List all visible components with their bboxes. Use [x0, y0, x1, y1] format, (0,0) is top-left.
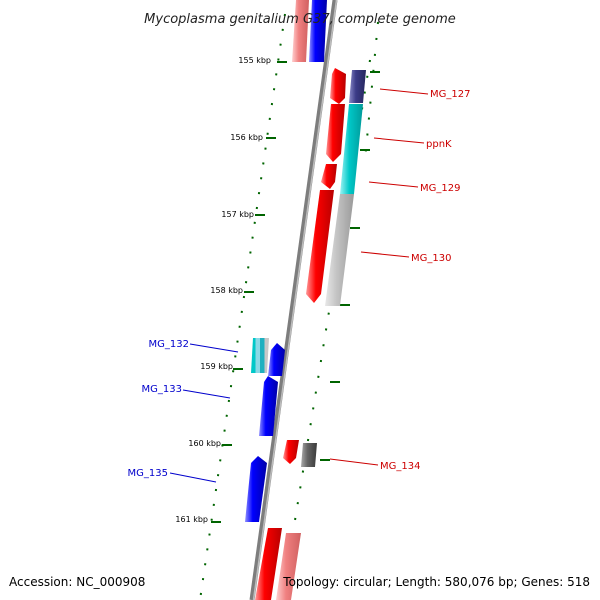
gene-label-mg127: MG_127 [430, 89, 470, 100]
label-leaders [169, 88, 429, 483]
scale-label-155: 155 kbp [238, 56, 271, 65]
gene-mg135-arrow [245, 456, 267, 522]
gene-top-blue [309, 0, 327, 62]
accession-label: Accession: NC_000908 [9, 575, 145, 589]
gene-features [245, 0, 366, 600]
gene-top-pink [292, 0, 309, 62]
major-ticks [211, 61, 380, 523]
scale-label-160: 160 kbp [188, 439, 221, 448]
genome-backbone [249, 0, 338, 600]
gene-label-mg132: MG_132 [149, 339, 189, 350]
gene-ppnk-box [340, 104, 363, 194]
gene-label-mg129: MG_129 [420, 183, 460, 194]
scale-label-161: 161 kbp [175, 515, 208, 524]
scale-label-157: 157 kbp [221, 210, 254, 219]
gene-label-mg135: MG_135 [128, 468, 168, 479]
gene-label-mg134: MG_134 [380, 461, 420, 472]
gene-mg132-box [251, 338, 269, 373]
gene-bottom-pink [276, 533, 301, 600]
gene-mg129-arrow [321, 164, 337, 189]
gene-mg127-arrow [330, 68, 346, 104]
gene-label-ppnk: ppnK [426, 139, 452, 150]
gene-label-mg130: MG_130 [411, 253, 451, 264]
gene-mg133-arrow [259, 376, 278, 436]
gene-bottom-red [255, 528, 282, 600]
gene-mg134-arrow [283, 440, 299, 464]
gene-mg130-box [325, 194, 354, 306]
gene-mg130-arrow [306, 190, 334, 303]
gene-labels: MG_127 ppnK MG_129 MG_130 MG_134 MG_132 … [128, 89, 471, 479]
gene-mg134-box [301, 443, 317, 467]
gene-mg127-box [349, 70, 366, 103]
scale-label-158: 158 kbp [210, 286, 243, 295]
gene-mg132-arrow [268, 343, 285, 376]
tick-track-left [199, 13, 286, 600]
topology-label: Topology: circular; Length: 580,076 bp; … [282, 575, 590, 589]
scale-label-156: 156 kbp [230, 133, 263, 142]
scale-labels: 155 kbp 156 kbp 157 kbp 158 kbp 159 kbp … [175, 56, 271, 524]
scale-label-159: 159 kbp [200, 362, 233, 371]
gene-ppnk-arrow [326, 104, 345, 162]
gene-label-mg133: MG_133 [142, 384, 182, 395]
tick-track-inner [281, 59, 371, 600]
map-title: Mycoplasma genitalium G37, complete geno… [144, 12, 456, 27]
tick-track-outer [364, 21, 379, 161]
